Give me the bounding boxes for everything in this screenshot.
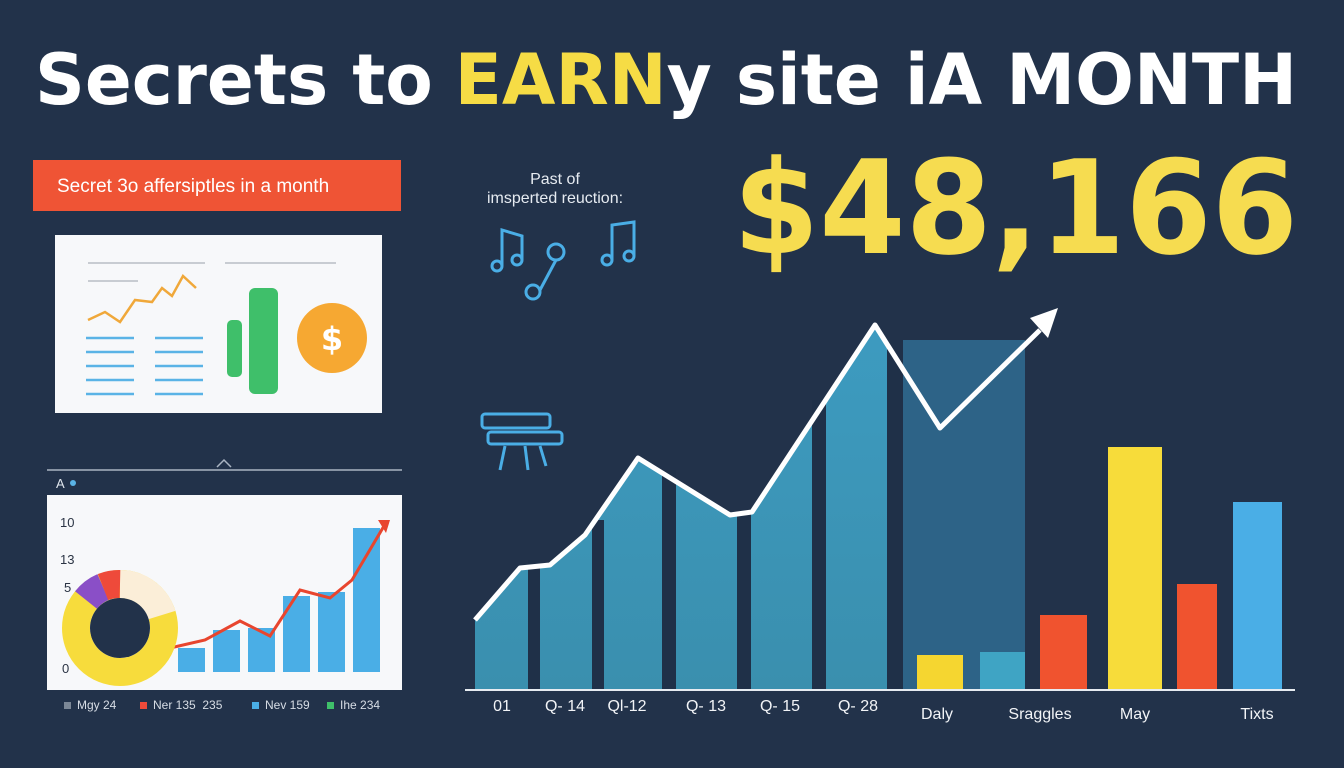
card-decoration: $ (86, 262, 367, 396)
x-label: Q- 13 (686, 698, 726, 715)
note-line: imsperted reuction: (487, 190, 623, 207)
title-part: Secrets to (35, 39, 433, 121)
axis-label: 0 (62, 661, 69, 676)
axis-label: 5 (64, 580, 71, 595)
x-label: Tixts (1240, 706, 1273, 723)
axis-label: 13 (60, 552, 74, 567)
legend-item: Nev 159 (265, 698, 310, 712)
caret (216, 458, 232, 468)
legend-swatch (64, 702, 71, 709)
svg-text:$: $ (321, 320, 343, 358)
x-label: May (1120, 706, 1150, 723)
x-label: Q- 14 (545, 698, 585, 715)
title-part: y site iA MONTH (667, 39, 1297, 121)
main-chart (465, 308, 1295, 691)
legend-item: Ihe 234 (340, 698, 380, 712)
music-icons (490, 220, 636, 301)
small-bars (178, 528, 380, 672)
legend-item: Mgy 24 (77, 698, 117, 712)
x-label: Q- 28 (838, 698, 878, 715)
arrow-head (378, 520, 390, 533)
legend-swatch (327, 702, 334, 709)
x-label: Daly (921, 706, 953, 723)
x-label: Ql-12 (607, 698, 646, 715)
highlight-amount: $48,166 (733, 132, 1298, 284)
banner-text: Secret 3o affersiptles in a month (57, 176, 329, 197)
dot (70, 480, 76, 486)
x-label: 01 (493, 698, 511, 715)
x-label: Q- 15 (760, 698, 800, 715)
title-highlight: EARN (455, 39, 667, 121)
desk-icon (480, 412, 564, 471)
donut (62, 570, 178, 686)
small-chart-label: A (56, 476, 65, 491)
axis-label: 10 (60, 515, 74, 530)
legend-item: Ner 135 235 (153, 698, 223, 712)
note-line: Past of (530, 171, 580, 188)
trend-line (169, 525, 386, 650)
banner (33, 160, 401, 211)
title: Secrets to EARNy site iA MONTH (35, 39, 1297, 121)
legend-swatch (252, 702, 259, 709)
legend-swatch (140, 702, 147, 709)
x-label: Sraggles (1008, 706, 1071, 723)
